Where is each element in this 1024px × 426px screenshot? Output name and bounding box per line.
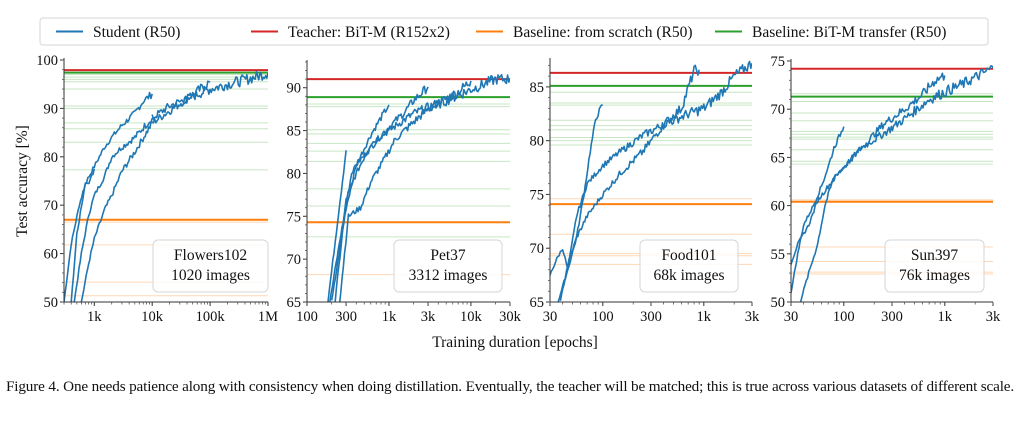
student-series-1 xyxy=(329,104,390,302)
y-tick-label: 70 xyxy=(44,198,59,214)
legend-label-1: Teacher: BiT-M (R152x2) xyxy=(288,24,450,41)
dataset-label-box xyxy=(639,239,739,293)
y-tick-label: 80 xyxy=(287,166,302,182)
student-series-4 xyxy=(151,70,268,120)
x-tick-label: 30 xyxy=(784,309,799,325)
y-axis-label: Test accuracy [%] xyxy=(14,125,31,237)
legend-label-0: Student (R50) xyxy=(93,24,180,41)
x-tick-label: 100 xyxy=(296,309,318,325)
dataset-label-box xyxy=(152,239,269,293)
y-tick-label: 100 xyxy=(36,53,58,69)
student-series-2 xyxy=(559,60,752,301)
figure: Student (R50) Teacher: BiT-M (R152x2) Base… xyxy=(14,17,1002,351)
plot-area xyxy=(550,60,752,302)
y-tick-label: 60 xyxy=(771,199,786,215)
figure-caption: Figure 4. One needs patience along with … xyxy=(6,378,1015,395)
y-tick-label: 60 xyxy=(44,247,59,263)
panel-flowers102: 50 60 70 80 90 100 1k 10k 100k 1M Flowers102 1020 i… xyxy=(14,53,278,325)
legend-label-3: Baseline: BiT-M transfer (R50) xyxy=(752,24,946,41)
y-tick-label: 85 xyxy=(530,80,545,96)
y-tick-label: 70 xyxy=(287,252,302,268)
legend-label-2: Baseline: from scratch (R50) xyxy=(513,24,692,41)
legend: Student (R50) Teacher: BiT-M (R152x2) Base… xyxy=(39,17,989,46)
y-tick-label: 70 xyxy=(771,102,786,118)
legend-frame xyxy=(39,17,989,46)
y-tick-label: 90 xyxy=(287,81,302,97)
dataset-name: Food101 xyxy=(661,247,716,264)
y-tick-label: 85 xyxy=(287,124,302,140)
panel-food101: 65 70 75 80 85 30 100 300 1k 3k Food101 68k images xyxy=(530,58,760,325)
y-tick-label: 80 xyxy=(44,150,59,166)
x-tick-label: 300 xyxy=(640,309,662,325)
student-series-0 xyxy=(327,150,347,302)
y-tick-label: 90 xyxy=(44,101,59,117)
student-series-1 xyxy=(791,72,946,265)
x-tick-label: 1k xyxy=(697,309,712,325)
y-tick-label: 70 xyxy=(530,241,545,257)
x-tick-label: 10k xyxy=(460,309,483,325)
x-tick-label: 100k xyxy=(196,309,226,325)
student-series-0 xyxy=(64,168,96,302)
x-tick-label: 1k xyxy=(87,309,102,325)
y-tick-label: 75 xyxy=(287,209,302,225)
x-tick-label: 10k xyxy=(141,309,164,325)
student-series-4 xyxy=(338,73,510,302)
dataset-label-box xyxy=(884,239,985,293)
y-tick-label: 75 xyxy=(771,54,786,70)
x-tick-label: 1k xyxy=(938,309,953,325)
student-series-3 xyxy=(80,80,211,302)
dataset-name: Pet37 xyxy=(430,247,466,264)
student-series-2 xyxy=(799,65,993,302)
x-axis-label: Training duration [epochs] xyxy=(432,334,598,351)
dataset-size: 76k images xyxy=(899,267,970,284)
x-tick-label: 30 xyxy=(543,309,558,325)
dataset-size: 3312 images xyxy=(409,267,488,284)
x-tick-label: 3k xyxy=(986,309,1001,325)
x-tick-label: 100 xyxy=(833,309,855,325)
student-series-2 xyxy=(73,117,153,302)
x-tick-label: 3k xyxy=(421,309,436,325)
y-tick-label: 65 xyxy=(530,295,545,311)
dataset-label-box xyxy=(393,239,503,293)
x-tick-label: 300 xyxy=(335,309,357,325)
panel-sun397: 50 55 60 65 70 75 30 100 300 1k 3k Sun397 76k images xyxy=(771,54,1002,325)
dataset-name: Sun397 xyxy=(911,247,959,264)
x-tick-label: 1k xyxy=(382,309,397,325)
y-tick-label: 75 xyxy=(530,187,545,203)
y-tick-label: 50 xyxy=(44,295,59,311)
y-tick-label: 55 xyxy=(771,247,786,263)
y-tick-label: 50 xyxy=(771,295,786,311)
student-series-0 xyxy=(791,126,845,294)
x-tick-label: 1M xyxy=(258,309,278,325)
dataset-size: 68k images xyxy=(653,267,724,284)
y-tick-label: 65 xyxy=(771,150,786,166)
x-tick-label: 300 xyxy=(881,309,903,325)
plot-area xyxy=(791,65,993,302)
x-tick-label: 30k xyxy=(499,309,522,325)
x-tick-label: 3k xyxy=(745,309,760,325)
y-tick-label: 80 xyxy=(530,134,545,150)
y-tick-label: 65 xyxy=(287,295,302,311)
plot-area xyxy=(64,69,268,302)
student-series-1 xyxy=(70,91,153,302)
dataset-name: Flowers102 xyxy=(174,247,247,264)
panel-pet37: 65 70 75 80 85 90 100 300 1k 3k 10k 30k Pet37 3312 im… xyxy=(287,60,522,325)
dataset-size: 1020 images xyxy=(171,267,250,284)
x-tick-label: 100 xyxy=(592,309,614,325)
